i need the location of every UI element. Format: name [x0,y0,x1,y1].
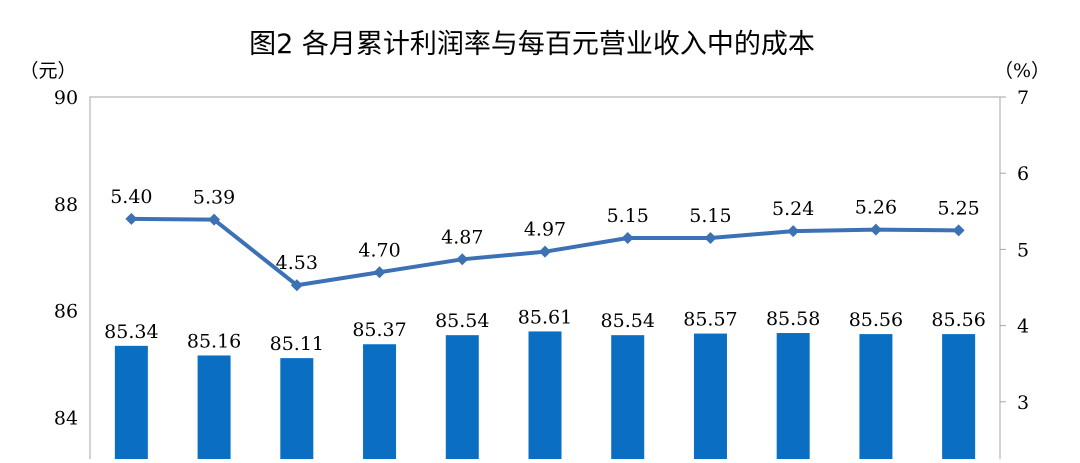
line-value-label: 5.26 [855,197,897,219]
bar-value-label: 85.11 [270,333,324,355]
right-axis-unit: （%） [994,60,1050,82]
line-value-label: 4.53 [276,252,318,274]
line-point-marker [869,223,882,236]
bar-value-label: 85.61 [518,306,572,328]
bar [859,334,893,463]
bar [776,333,810,463]
line-value-label: 4.97 [524,219,566,241]
line-value-label: 5.40 [110,186,152,208]
plot-area-frame [89,96,1001,463]
line-point-marker [704,231,717,244]
bar [114,345,148,463]
bar-value-label: 85.37 [352,319,406,341]
bar [197,355,231,463]
line-point-marker [125,212,138,225]
line-value-label: 4.87 [441,226,483,248]
bar-value-label: 85.58 [766,308,820,330]
line-point-marker [621,231,634,244]
right-axis-tick-label: 3 [1017,392,1029,414]
line-point-marker [952,224,965,237]
line-value-label: 5.24 [772,198,814,220]
left-axis-unit: （元） [19,60,76,82]
bar-value-label: 85.34 [104,321,158,343]
bar-value-label: 85.54 [435,310,489,332]
left-axis-tick-label: 90 [54,87,78,109]
line-point-marker [787,225,800,238]
line-value-label: 5.15 [689,205,731,227]
line-value-label: 5.39 [193,187,235,209]
right-axis-tick-label: 5 [1017,239,1029,261]
bar [280,358,314,463]
bar-value-label: 85.57 [683,309,737,331]
bar [693,333,727,463]
line-point-marker [208,213,221,226]
line-value-label: 5.25 [937,197,979,219]
line-point-marker [456,253,469,266]
bar [528,331,562,463]
bar [611,335,645,463]
line-point-marker [290,279,303,292]
left-axis-tick-label: 84 [54,407,78,429]
bar-value-label: 85.56 [849,309,903,331]
bar [942,334,976,463]
bar-value-label: 85.56 [931,309,985,331]
chart-marks: 84 86 88 90 3 4 5 6 7 85.34 85.16 85.11 85.37 85.54 85… [54,87,1029,463]
bar-value-label: 85.16 [187,330,241,352]
right-axis-tick-label: 4 [1017,316,1029,338]
line-point-marker [373,266,386,279]
line-value-label: 5.15 [607,205,649,227]
bar [445,335,479,463]
chart-title: 图2 各月累计利润率与每百元营业收入中的成本 [249,29,815,60]
right-axis-tick-label: 6 [1017,163,1029,185]
left-axis-tick-label: 88 [54,194,78,216]
left-axis-tick-label: 86 [54,301,78,323]
line-point-marker [539,245,551,258]
bar-value-label: 85.54 [601,310,655,332]
bar [363,344,397,463]
right-axis-tick-label: 7 [1017,87,1029,109]
line-value-label: 4.70 [358,239,400,261]
